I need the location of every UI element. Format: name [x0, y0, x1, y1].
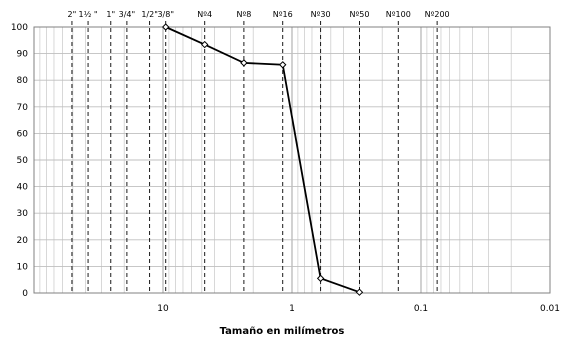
- y-tick-label: 100: [11, 23, 28, 33]
- sieve-label: Nº100: [386, 10, 411, 19]
- sieve-label: Nº16: [273, 10, 293, 19]
- sieve-label: Nº50: [349, 10, 369, 19]
- data-point: [240, 59, 248, 67]
- series-line: [165, 26, 360, 294]
- sieve-label: 3/4": [119, 10, 136, 19]
- sieve-label: Nº200: [425, 10, 450, 19]
- sieve-label: 2": [68, 10, 77, 19]
- sieve-label: 1½ ": [79, 10, 98, 19]
- y-tick-label: 20: [17, 236, 29, 246]
- sieve-label: 1": [106, 10, 115, 19]
- y-tick-label: 50: [17, 156, 29, 166]
- x-tick-label: 0.1: [414, 304, 428, 314]
- x-tick-label: 0.01: [540, 304, 560, 314]
- y-tick-label: 60: [17, 129, 29, 139]
- data-point: [279, 61, 287, 69]
- y-tick-label: 90: [17, 50, 29, 60]
- x-axis-label: Tamaño en milímetros: [220, 325, 345, 337]
- y-tick-labels: 0 10 20 30 40 50 60 70 80 90 100: [11, 23, 28, 299]
- y-tick-label: 0: [22, 289, 28, 299]
- y-tick-label: 70: [17, 103, 29, 113]
- sieve-label: Nº8: [236, 10, 251, 19]
- data-point: [316, 274, 325, 283]
- sieve-label: 3/8": [157, 10, 174, 19]
- y-tick-label: 80: [17, 76, 29, 86]
- x-tick-labels: 10 1 0.1 0.01: [157, 304, 560, 314]
- sieve-label: Nº30: [311, 10, 331, 19]
- y-tick-label: 10: [17, 262, 29, 272]
- x-tick-label: 10: [157, 304, 169, 314]
- x-tick-label: 1: [289, 304, 295, 314]
- series-group: [162, 23, 364, 296]
- sieve-labels: 2" 1½ " 1" 3/4" 1/2" 3/8" Nº4 Nº8 Nº16 Nº30 Nº50 Nº…: [68, 10, 450, 19]
- y-tick-label: 40: [17, 183, 29, 193]
- data-point: [355, 288, 364, 296]
- sieve-label: 1/2": [141, 10, 158, 19]
- sieve-lines: [71, 21, 438, 293]
- data-point: [162, 23, 170, 31]
- y-tick-label: 30: [17, 209, 29, 219]
- plot-frame: [33, 26, 551, 294]
- data-point: [200, 40, 209, 49]
- sieve-label: Nº4: [197, 10, 212, 19]
